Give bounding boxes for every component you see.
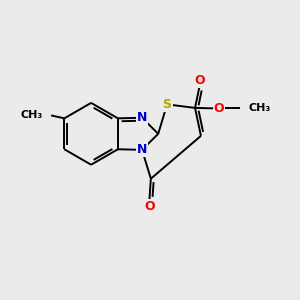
Text: O: O xyxy=(214,102,224,115)
Text: O: O xyxy=(195,74,205,87)
Text: N: N xyxy=(137,111,147,124)
Text: O: O xyxy=(144,200,155,213)
Text: N: N xyxy=(137,143,147,156)
Text: S: S xyxy=(163,98,172,111)
Text: CH₃: CH₃ xyxy=(248,103,270,113)
Text: CH₃: CH₃ xyxy=(21,110,43,120)
